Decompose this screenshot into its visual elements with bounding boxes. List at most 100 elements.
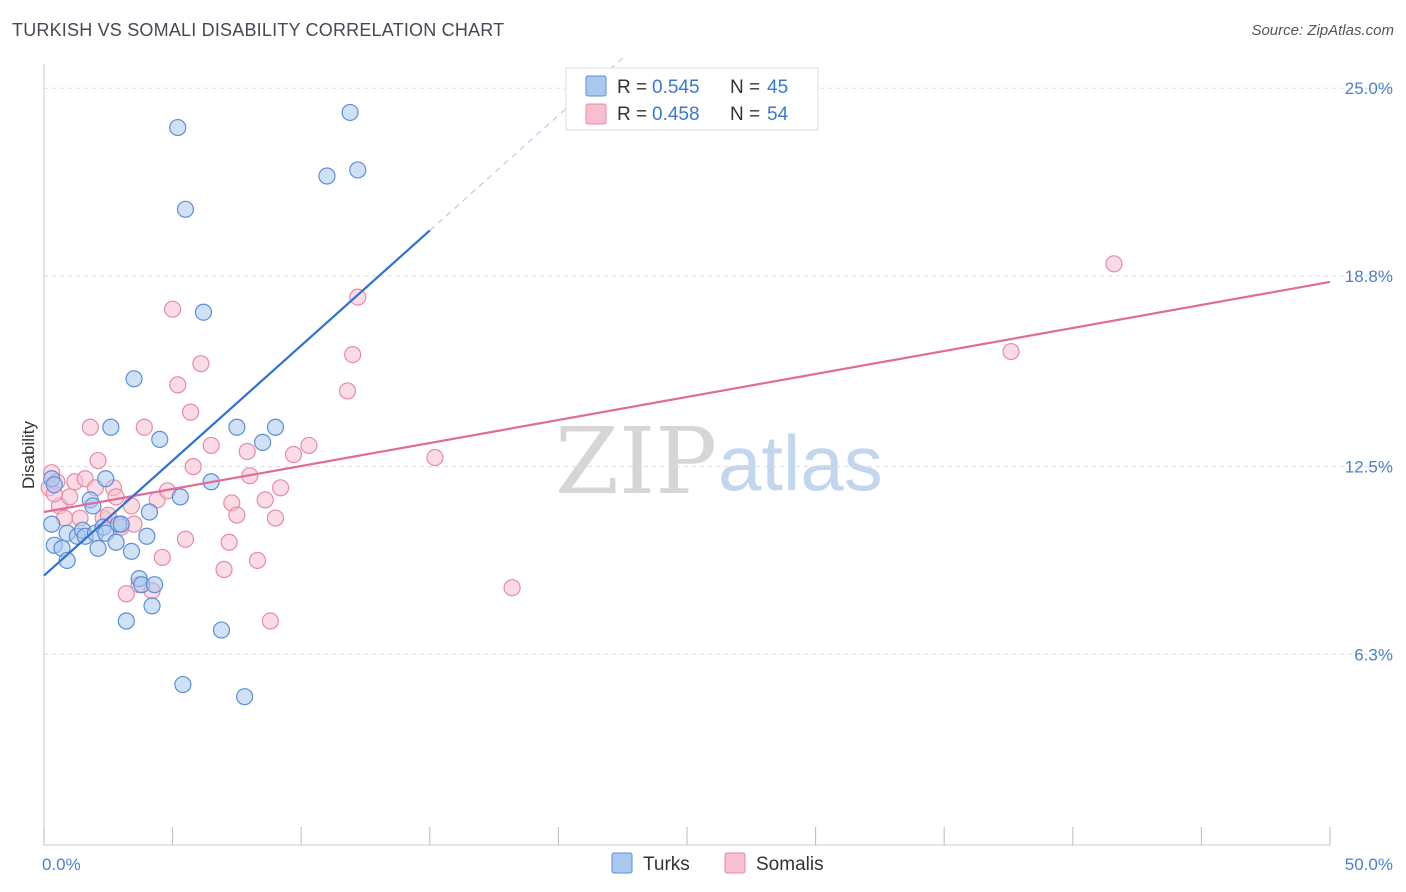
x-tick-label-0: 0.0% bbox=[42, 855, 81, 874]
turks-point-12 bbox=[89, 539, 107, 557]
somalis-point-51 bbox=[1002, 342, 1020, 361]
somalis-point-5 bbox=[61, 488, 79, 506]
somalis-point-30 bbox=[184, 458, 202, 476]
watermark-zip: ZIP bbox=[555, 408, 717, 515]
somalis-point-18 bbox=[122, 497, 141, 515]
somalis-point-46 bbox=[338, 382, 357, 400]
turks-point-42 bbox=[341, 103, 359, 122]
legend-r-value-turks: 0.545 bbox=[652, 77, 700, 98]
somalis-point-43 bbox=[272, 479, 290, 497]
axes bbox=[43, 64, 1331, 846]
y-tick-label-2: 12.5% bbox=[1345, 458, 1393, 477]
legend-n-label-somalis: N = bbox=[730, 104, 760, 125]
somalis-point-31 bbox=[192, 355, 210, 373]
legend-swatch-somalis bbox=[585, 103, 607, 125]
somalis-point-17 bbox=[117, 585, 135, 603]
turks-point-32 bbox=[174, 675, 192, 694]
somalis-point-40 bbox=[256, 491, 274, 509]
y-tick-label-0: 25.0% bbox=[1345, 79, 1393, 98]
somalis-point-15 bbox=[107, 488, 125, 506]
somalis-point-27 bbox=[169, 376, 187, 394]
somalis-point-39 bbox=[248, 551, 267, 570]
somalis-point-45 bbox=[300, 436, 318, 455]
somalis-point-34 bbox=[220, 533, 238, 551]
gridlines bbox=[44, 87, 1390, 655]
turks-point-28 bbox=[145, 576, 164, 594]
y-tick-label-3: 6.3% bbox=[1354, 645, 1393, 664]
somalis-point-44 bbox=[284, 445, 303, 464]
somalis-point-37 bbox=[238, 442, 256, 461]
somalis-point-48 bbox=[349, 288, 367, 306]
turks-point-25 bbox=[138, 527, 156, 545]
turks-point-44 bbox=[45, 476, 63, 494]
watermark-atlas: atlas bbox=[718, 419, 883, 507]
somalis-point-21 bbox=[135, 418, 153, 436]
turks-point-19 bbox=[107, 533, 125, 551]
bottom-legend: Turks Somalis bbox=[611, 852, 824, 875]
turks-point-20 bbox=[117, 612, 135, 630]
somalis-point-28 bbox=[176, 530, 195, 548]
turks-point-39 bbox=[254, 433, 272, 451]
legend-n-value-turks: 45 bbox=[767, 77, 788, 98]
legend-n-value-somalis: 54 bbox=[767, 104, 789, 125]
legend-r-label-turks: R = bbox=[617, 77, 647, 98]
legend-r-value-somalis: 0.458 bbox=[652, 104, 700, 125]
turks-point-34 bbox=[194, 303, 213, 321]
somalis-point-29 bbox=[182, 403, 200, 421]
top-legend: R = 0.545 N = 45 R = 0.458 N = 54 bbox=[565, 67, 819, 131]
turks-point-22 bbox=[125, 370, 143, 388]
turks-point-21 bbox=[122, 542, 141, 560]
x-tick-label-1: 50.0% bbox=[1345, 855, 1393, 874]
turks-point-40 bbox=[266, 418, 285, 436]
y-tick-label-1: 18.8% bbox=[1345, 267, 1393, 286]
somalis-trend-line bbox=[43, 280, 1331, 514]
somalis-point-33 bbox=[215, 560, 233, 579]
somalis-point-49 bbox=[426, 448, 444, 467]
legend-r-label-somalis: R = bbox=[617, 104, 647, 125]
turks-point-31 bbox=[171, 488, 189, 506]
turks-point-1 bbox=[43, 515, 61, 533]
data-points bbox=[40, 103, 1123, 706]
bottom-legend-swatch-somalis bbox=[724, 852, 746, 874]
somalis-point-52 bbox=[1105, 255, 1123, 273]
turks-point-15 bbox=[97, 470, 115, 488]
turks-point-43 bbox=[349, 161, 367, 179]
somalis-point-47 bbox=[344, 346, 362, 364]
legend-n-label-turks: N = bbox=[730, 77, 760, 98]
somalis-point-24 bbox=[153, 548, 171, 567]
source-credit: Source: ZipAtlas.com bbox=[1251, 22, 1394, 39]
y-tick-labels: 25.0% 18.8% 12.5% 6.3% bbox=[1345, 79, 1393, 664]
bottom-legend-label-somalis: Somalis bbox=[756, 854, 824, 875]
legend-box bbox=[565, 67, 819, 131]
turks-point-33 bbox=[176, 200, 195, 218]
somalis-point-32 bbox=[202, 436, 220, 455]
turks-point-16 bbox=[102, 418, 120, 436]
x-tick-labels: 0.0% 50.0% bbox=[42, 855, 1393, 874]
turks-point-10 bbox=[84, 497, 102, 515]
turks-point-29 bbox=[151, 430, 169, 448]
trend-lines bbox=[43, 229, 1331, 577]
turks-point-37 bbox=[228, 418, 246, 436]
turks-trend-line bbox=[43, 229, 431, 577]
somalis-point-42 bbox=[266, 509, 285, 527]
bottom-legend-label-turks: Turks bbox=[643, 854, 690, 875]
legend-swatch-turks bbox=[585, 75, 607, 97]
somalis-point-50 bbox=[503, 579, 521, 597]
bottom-legend-swatch-turks bbox=[611, 852, 633, 874]
somalis-point-26 bbox=[164, 300, 182, 318]
turks-point-18 bbox=[112, 515, 130, 533]
turks-point-27 bbox=[143, 597, 161, 615]
turks-point-5 bbox=[58, 551, 76, 570]
turks-point-36 bbox=[212, 621, 231, 639]
turks-point-41 bbox=[318, 167, 336, 185]
turks-point-26 bbox=[140, 503, 159, 521]
turks-point-30 bbox=[169, 118, 187, 137]
somalis-point-9 bbox=[81, 418, 99, 436]
y-axis-label: Disability bbox=[19, 420, 38, 489]
turks-point-38 bbox=[236, 688, 254, 706]
chart-title: TURKISH VS SOMALI DISABILITY CORRELATION… bbox=[12, 20, 505, 40]
somalis-point-36 bbox=[228, 506, 246, 524]
somalis-point-41 bbox=[261, 612, 279, 630]
somalis-point-11 bbox=[89, 451, 107, 470]
